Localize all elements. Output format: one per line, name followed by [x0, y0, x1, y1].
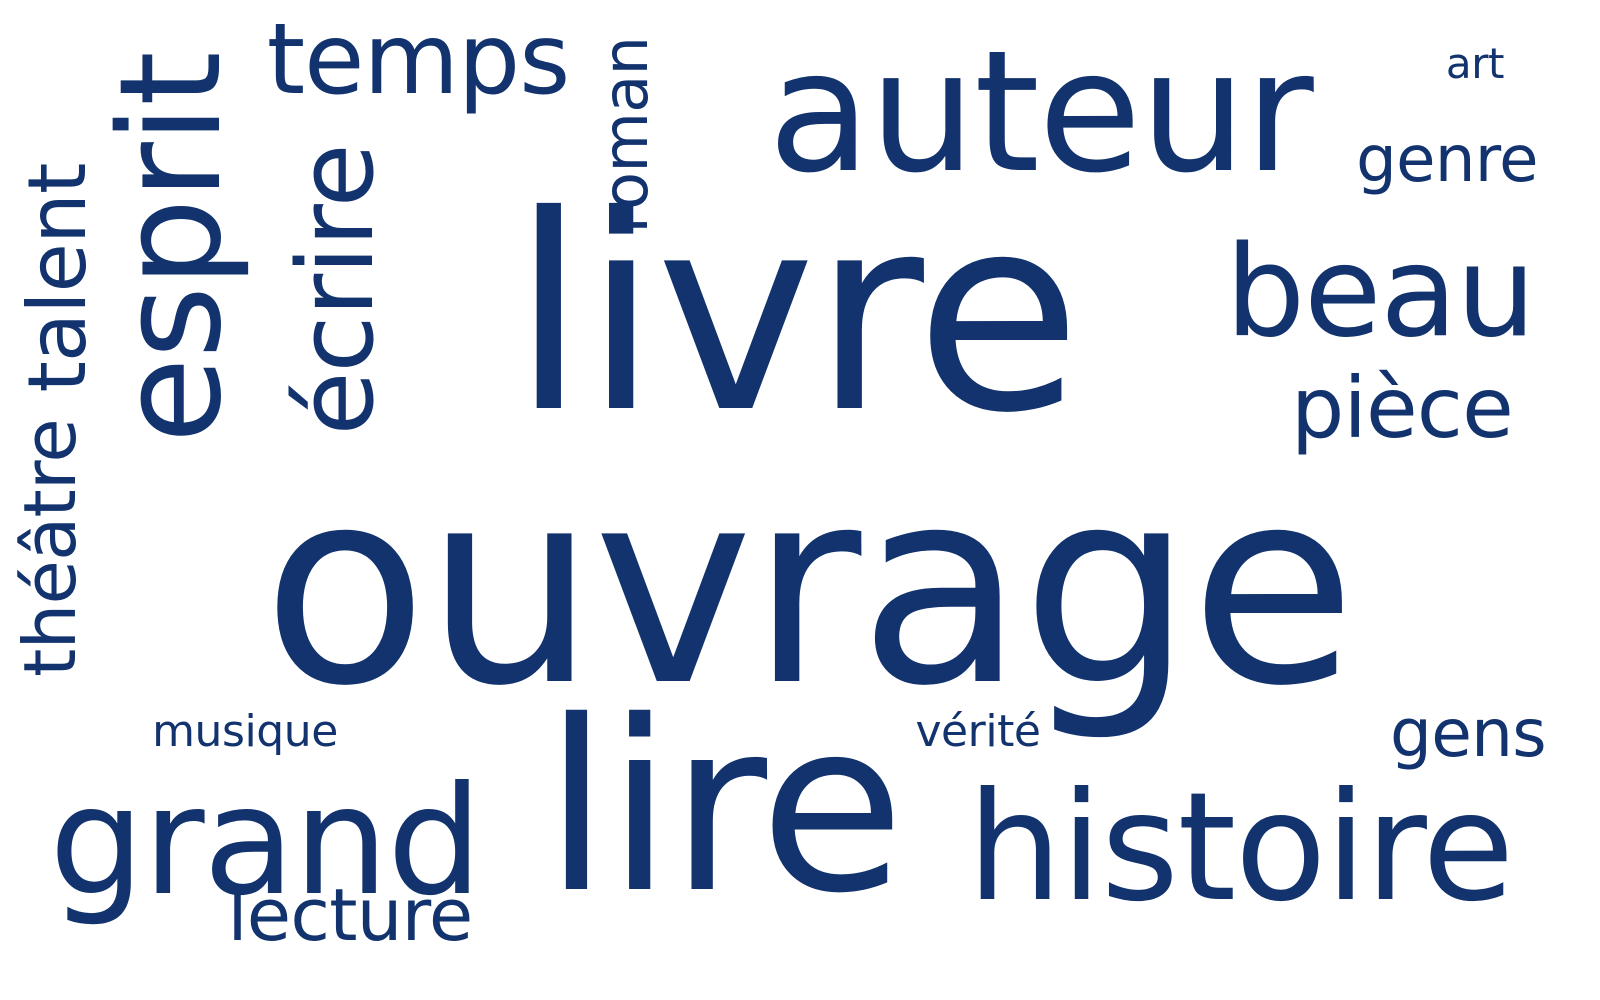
word-ecrire: écrire	[275, 144, 397, 436]
word-grand: grand	[49, 755, 482, 929]
word-piece: pièce	[1290, 359, 1514, 457]
word-esprit: esprit	[90, 52, 253, 444]
word-roman: roman	[589, 36, 662, 234]
word-musique: musique	[152, 706, 338, 757]
word-genre: genre	[1356, 123, 1538, 197]
word-art: art	[1445, 39, 1505, 88]
word-lecture: lecture	[227, 873, 473, 957]
word-auteur: auteur	[767, 14, 1314, 210]
word-temps: temps	[266, 3, 571, 117]
word-beau: beau	[1225, 218, 1536, 365]
word-verite: vérité	[915, 706, 1041, 757]
word-talent: talent	[11, 163, 104, 393]
word-livre: livre	[511, 157, 1081, 472]
word-theatre: théâtre	[8, 419, 92, 677]
word-histoire: histoire	[967, 761, 1514, 935]
word-lire: lire	[543, 670, 905, 945]
word-ouvrage: ouvrage	[262, 430, 1356, 745]
word-gens: gens	[1389, 695, 1547, 772]
